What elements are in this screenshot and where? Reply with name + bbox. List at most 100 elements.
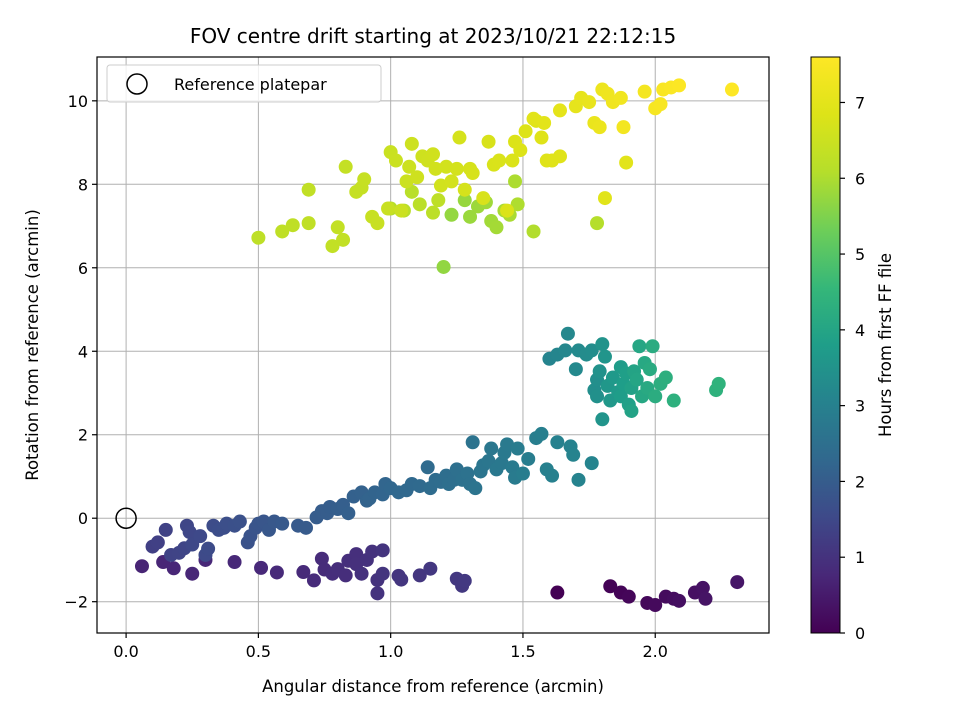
- data-point: [463, 209, 478, 224]
- data-point: [306, 573, 321, 588]
- data-point: [613, 90, 628, 105]
- data-point: [338, 568, 353, 583]
- data-point: [457, 182, 472, 197]
- data-point: [468, 481, 483, 496]
- data-points: [134, 78, 745, 613]
- data-point: [653, 97, 668, 112]
- colorbar-bar: [810, 56, 841, 634]
- data-point: [518, 124, 533, 139]
- data-point: [605, 370, 620, 385]
- data-point: [537, 115, 552, 130]
- legend-label-reference: Reference platepar: [174, 75, 327, 94]
- data-point: [510, 441, 525, 456]
- x-axis-ticks: 0.0 0.5 1.0 1.5 2.0: [113, 633, 668, 661]
- data-point: [404, 184, 419, 199]
- data-point: [227, 555, 242, 570]
- data-point: [275, 516, 290, 531]
- colorbar-ticks: 0 1 2 3 4 5 6 7: [840, 93, 865, 643]
- data-point: [672, 78, 687, 93]
- data-point: [724, 82, 739, 97]
- colorbar-tick-label: 1: [855, 548, 865, 567]
- data-point: [526, 111, 541, 126]
- data-point: [449, 161, 464, 176]
- y-tick-label: 0: [78, 509, 88, 528]
- data-point: [338, 159, 353, 174]
- data-point: [420, 460, 435, 475]
- data-point: [412, 479, 427, 494]
- data-point: [624, 403, 639, 418]
- data-point: [370, 216, 385, 231]
- data-point: [505, 153, 520, 168]
- data-point: [444, 174, 459, 189]
- reference-marker-group: [115, 507, 137, 529]
- data-point: [275, 224, 290, 239]
- data-point: [325, 239, 340, 254]
- data-point: [375, 543, 390, 558]
- data-point: [394, 572, 409, 587]
- data-point: [595, 337, 610, 352]
- data-point: [150, 535, 165, 550]
- y-tick-label: −2: [64, 593, 88, 612]
- data-point: [595, 412, 610, 427]
- data-point: [597, 349, 612, 364]
- data-point: [672, 593, 687, 608]
- data-point: [433, 178, 448, 193]
- data-point: [645, 339, 660, 354]
- data-point: [476, 191, 491, 206]
- data-point: [619, 155, 634, 170]
- data-point: [500, 437, 515, 452]
- legend: Reference platepar: [106, 64, 382, 103]
- x-axis-label: Angular distance from reference (arcmin): [262, 677, 604, 696]
- data-point: [552, 103, 567, 118]
- plot-frame: [96, 56, 770, 634]
- data-point: [489, 220, 504, 235]
- data-point: [492, 153, 507, 168]
- legend-marker-reference: [126, 73, 148, 95]
- data-point: [658, 370, 673, 385]
- colorbar-tick-label: 3: [855, 397, 865, 416]
- colorbar: 0 1 2 3 4 5 6 7 Hours from first FF file: [810, 56, 895, 643]
- data-point: [621, 589, 636, 604]
- data-point: [404, 136, 419, 151]
- data-point: [299, 520, 314, 535]
- data-point: [500, 203, 515, 218]
- data-point: [508, 174, 523, 189]
- y-axis-label: Rotation from reference (arcmin): [23, 209, 42, 481]
- data-point: [603, 579, 618, 594]
- data-point: [428, 161, 443, 176]
- data-point: [444, 207, 459, 222]
- data-point: [412, 197, 427, 212]
- data-point: [592, 120, 607, 135]
- data-point: [341, 506, 356, 521]
- data-point: [730, 575, 745, 590]
- colorbar-label: Hours from first FF file: [876, 253, 895, 437]
- data-point: [666, 393, 681, 408]
- data-point: [394, 203, 409, 218]
- data-point: [349, 547, 364, 562]
- colorbar-tick-label: 4: [855, 321, 865, 340]
- data-point: [431, 193, 446, 208]
- data-point: [558, 343, 573, 358]
- data-point: [648, 389, 663, 404]
- data-point: [193, 529, 208, 544]
- data-point: [584, 456, 599, 471]
- data-point: [510, 197, 525, 212]
- data-point: [526, 224, 541, 239]
- data-point: [584, 343, 599, 358]
- data-point: [336, 232, 351, 247]
- data-point: [381, 201, 396, 216]
- data-point: [568, 362, 583, 377]
- reference-platepar-marker: [115, 507, 137, 529]
- colorbar-tick-label: 0: [855, 624, 865, 643]
- data-point: [642, 362, 657, 377]
- data-point: [436, 259, 451, 274]
- x-tick-label: 2.0: [643, 642, 668, 661]
- data-point: [484, 441, 499, 456]
- data-point: [648, 598, 663, 613]
- y-tick-label: 8: [78, 175, 88, 194]
- data-point: [566, 447, 581, 462]
- data-point: [552, 149, 567, 164]
- data-point: [711, 376, 726, 391]
- data-point: [632, 339, 647, 354]
- data-point: [695, 580, 710, 595]
